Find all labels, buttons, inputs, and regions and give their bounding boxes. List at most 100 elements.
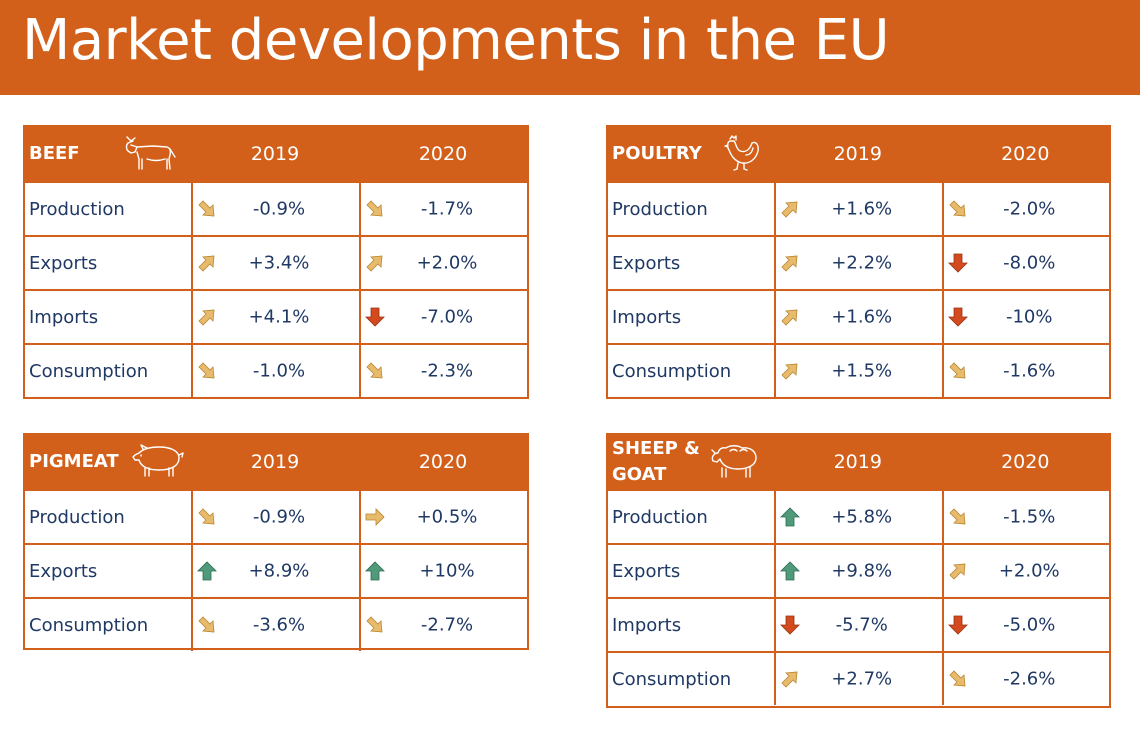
value-cell-2020: -2.3% [359, 345, 527, 397]
value-cell-2019: +9.8% [774, 545, 942, 597]
pigmeat-year-2019: 2019 [250, 451, 300, 473]
beef-year-2019: 2019 [250, 143, 300, 165]
arrow-up-right-icon [779, 360, 801, 382]
row-label: Production [29, 506, 125, 528]
pigmeat-table: PIGMEAT 2019 2020 Production -0.9% +0.5% Ex… [23, 433, 529, 651]
table-row: Consumption +1.5% -1.6% [608, 343, 1109, 397]
table-row: Consumption -3.6% -2.7% [25, 597, 527, 651]
table-row: Exports +2.2% -8.0% [608, 235, 1109, 289]
arrow-up-icon [364, 560, 386, 582]
poultry-table: POULTRY 2019 2020 Production +1.6% -2.0% Ex… [606, 125, 1111, 399]
sheep-goat-header: SHEEP & GOAT 2019 2020 [608, 435, 1109, 489]
value-cell-2019: -5.7% [774, 599, 942, 651]
value-cell-2019: +1.6% [774, 291, 942, 343]
value-cell-2019: +4.1% [191, 291, 359, 343]
value-cell-2019: -1.0% [191, 345, 359, 397]
change-value: -8.0% [1003, 252, 1056, 274]
change-value: +2.2% [831, 252, 893, 274]
change-value: +5.8% [831, 506, 893, 528]
value-cell-2020: -1.5% [941, 491, 1110, 543]
poultry-year-2019: 2019 [833, 143, 882, 165]
table-row: Production +1.6% -2.0% [608, 181, 1109, 235]
value-cell-2020: +2.0% [941, 545, 1110, 597]
poultry-header: POULTRY 2019 2020 [608, 127, 1109, 181]
arrow-up-right-icon [196, 306, 218, 328]
value-cell-2019: -0.9% [191, 183, 359, 235]
change-value: -0.9% [252, 506, 306, 528]
value-cell-2020: -5.0% [941, 599, 1110, 651]
arrow-down-icon [947, 306, 969, 328]
arrow-down-right-icon [196, 614, 218, 636]
change-value: +2.7% [831, 668, 893, 690]
row-label: Imports [612, 614, 682, 636]
table-row: Production -0.9% +0.5% [25, 489, 527, 543]
change-value: +8.9% [248, 560, 310, 582]
change-value: -5.0% [1003, 614, 1056, 636]
row-label: Consumption [612, 360, 732, 382]
table-row: Exports +3.4% +2.0% [25, 235, 527, 289]
change-value: +4.1% [248, 306, 310, 328]
change-value: -5.7% [835, 614, 888, 636]
arrow-up-right-icon [947, 560, 969, 582]
change-value: +1.6% [831, 198, 893, 220]
arrow-down-right-icon [947, 506, 969, 528]
change-value: -2.0% [1003, 198, 1056, 220]
value-cell-2020: -2.6% [941, 653, 1110, 705]
change-value: -7.0% [420, 306, 474, 328]
row-label: Production [29, 198, 125, 220]
arrow-down-icon [947, 614, 969, 636]
value-cell-2020: -7.0% [359, 291, 527, 343]
change-value: +2.0% [998, 560, 1060, 582]
value-cell-2020: +0.5% [359, 491, 527, 543]
arrow-up-icon [779, 560, 801, 582]
change-value: +1.6% [831, 306, 893, 328]
change-value: -2.6% [1003, 668, 1056, 690]
change-value: -1.0% [252, 360, 306, 382]
change-value: +10% [419, 560, 475, 582]
change-value: +9.8% [831, 560, 893, 582]
value-cell-2019: +8.9% [191, 545, 359, 597]
sheep-icon [711, 445, 757, 478]
value-cell-2020: -1.6% [941, 345, 1110, 397]
poultry-year-2020: 2020 [1001, 143, 1050, 165]
arrow-right-icon [364, 506, 386, 528]
change-value: -2.3% [420, 360, 474, 382]
row-label: Consumption [29, 614, 149, 636]
beef-year-2020: 2020 [418, 143, 468, 165]
change-value: +3.4% [248, 252, 310, 274]
value-cell-2019: +1.5% [774, 345, 942, 397]
value-cell-2020: -2.7% [359, 599, 527, 651]
change-value: -10% [1005, 306, 1053, 328]
sheep-goat-title-line2: GOAT [612, 464, 667, 485]
arrow-down-right-icon [196, 506, 218, 528]
title-banner: Market developments in the EU [0, 0, 1140, 95]
change-value: +0.5% [416, 506, 478, 528]
sheep-goat-year-2020: 2020 [1001, 451, 1050, 473]
change-value: -3.6% [252, 614, 306, 636]
value-cell-2020: -10% [941, 291, 1110, 343]
pig-icon [132, 444, 184, 477]
row-label: Consumption [612, 668, 732, 690]
arrow-up-right-icon [779, 668, 801, 690]
row-label: Exports [612, 560, 681, 582]
value-cell-2019: +2.7% [774, 653, 942, 705]
pigmeat-year-2020: 2020 [418, 451, 468, 473]
sheep-goat-title-line1: SHEEP & [612, 438, 700, 459]
table-row: Production +5.8% -1.5% [608, 489, 1109, 543]
arrow-up-right-icon [196, 252, 218, 274]
arrow-up-right-icon [779, 306, 801, 328]
arrow-down-right-icon [364, 198, 386, 220]
row-label: Exports [612, 252, 681, 274]
sheep-goat-table: SHEEP & GOAT 2019 2020 Production +5.8% -1… [606, 433, 1111, 708]
cow-icon [125, 136, 176, 170]
value-cell-2019: -3.6% [191, 599, 359, 651]
arrow-up-right-icon [364, 252, 386, 274]
row-label: Consumption [29, 360, 149, 382]
chicken-icon [724, 135, 759, 171]
value-cell-2019: +1.6% [774, 183, 942, 235]
row-label: Exports [29, 560, 98, 582]
poultry-title: POULTRY [612, 143, 702, 164]
row-label: Exports [29, 252, 98, 274]
beef-title: BEEF [29, 143, 80, 164]
value-cell-2020: -8.0% [941, 237, 1110, 289]
